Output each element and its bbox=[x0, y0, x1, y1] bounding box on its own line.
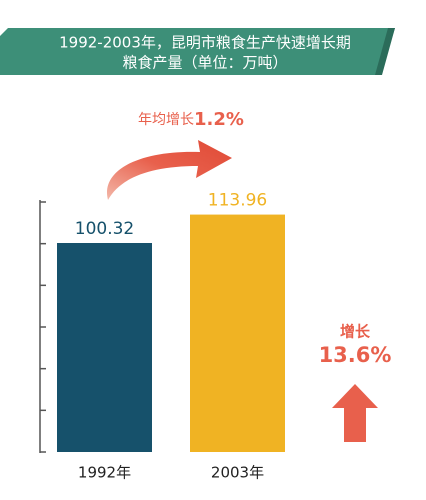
total-growth-label: 增长 bbox=[340, 323, 371, 341]
chart-title: 1992-2003年，昆明市粮食生产快速增长期 bbox=[59, 34, 351, 52]
total-growth-value: 13.6% bbox=[319, 343, 392, 367]
bar bbox=[190, 214, 285, 452]
up-arrow bbox=[332, 384, 378, 442]
chart-subtitle: 粮食产量（单位：万吨） bbox=[122, 54, 287, 72]
value-label: 100.32 bbox=[75, 219, 134, 239]
banner-edge bbox=[375, 28, 395, 75]
growth-arrow bbox=[106, 140, 232, 200]
value-label: 113.96 bbox=[208, 191, 267, 211]
avg-growth-label: 年均增长 bbox=[138, 112, 194, 128]
avg-growth-value: 1.2% bbox=[194, 109, 244, 130]
title-banner bbox=[0, 28, 395, 75]
x-tick-label: 2003年 bbox=[211, 464, 264, 482]
x-tick-label: 1992年 bbox=[78, 464, 131, 482]
bar bbox=[57, 243, 152, 452]
